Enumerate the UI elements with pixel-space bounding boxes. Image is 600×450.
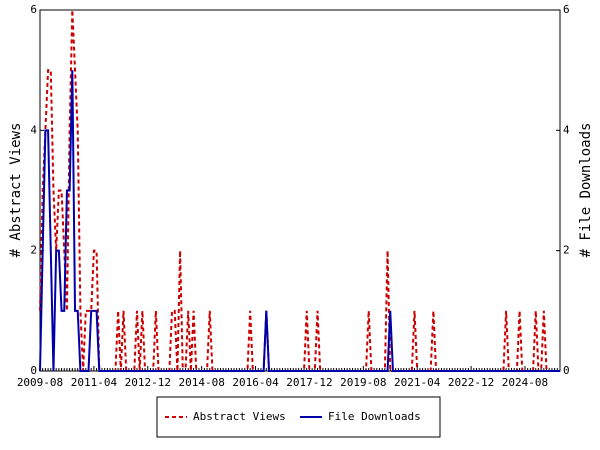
y2-tick-label: 2	[563, 244, 570, 257]
y-axis-label: # Abstract Views	[8, 123, 24, 258]
y-tick-label: 6	[30, 3, 37, 16]
x-tick-label: 2011-04	[71, 376, 118, 389]
x-tick-label: 2022-12	[448, 376, 494, 389]
x-tick-label: 2024-08	[502, 376, 548, 389]
y-tick-label: 4	[30, 123, 37, 136]
legend-label: File Downloads	[328, 410, 421, 423]
series-line	[39, 9, 560, 372]
x-tick-label: 2014-08	[178, 376, 224, 389]
x-tick-label: 2021-04	[394, 376, 441, 389]
plot-frame	[39, 9, 561, 372]
legend-box	[156, 396, 441, 438]
legend-label: Abstract Views	[193, 410, 286, 423]
y-tick-label: 2	[30, 244, 37, 257]
x-tick-label: 2009-08	[17, 376, 63, 389]
x-tick-label: 2019-08	[340, 376, 386, 389]
series-line	[39, 70, 560, 372]
x-tick-label: 2016-04	[232, 376, 279, 389]
y-tick-label: 0	[30, 364, 37, 377]
x-tick-label: 2017-12	[286, 376, 332, 389]
y2-axis-label: # File Downloads	[578, 123, 594, 258]
y2-tick-label: 0	[563, 364, 570, 377]
y2-tick-label: 4	[563, 123, 570, 136]
y2-tick-label: 6	[563, 3, 570, 16]
x-tick-label: 2012-12	[125, 376, 171, 389]
